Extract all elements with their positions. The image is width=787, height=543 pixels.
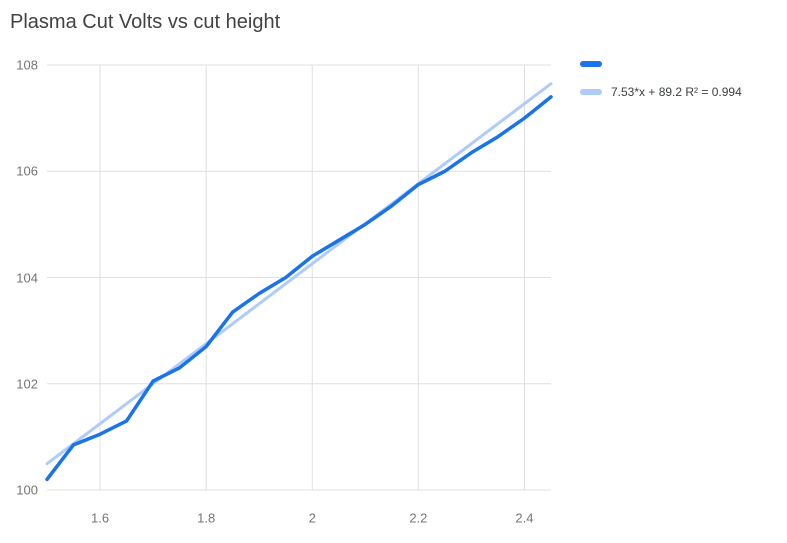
legend-swatch bbox=[580, 61, 602, 67]
legend: 7.53*x + 89.2 R² = 0.994 bbox=[580, 56, 742, 112]
legend-label: 7.53*x + 89.2 R² = 0.994 bbox=[611, 85, 742, 99]
series-line bbox=[45, 95, 553, 482]
chart-title: Plasma Cut Volts vs cut height bbox=[10, 11, 281, 33]
legend-item bbox=[580, 56, 742, 72]
y-tick-label: 106 bbox=[16, 163, 38, 179]
legend-item: 7.53*x + 89.2 R² = 0.994 bbox=[580, 84, 742, 100]
y-tick-label: 100 bbox=[16, 482, 38, 498]
y-tick-label: 108 bbox=[16, 57, 38, 73]
x-tick-label: 2.2 bbox=[409, 510, 428, 526]
legend-swatch bbox=[580, 89, 602, 95]
trendline bbox=[45, 82, 553, 466]
x-tick-label: 2.4 bbox=[515, 510, 534, 526]
y-tick-label: 104 bbox=[16, 270, 38, 285]
x-tick-label: 1.6 bbox=[91, 510, 110, 526]
x-tick-label: 2 bbox=[308, 510, 316, 526]
y-tick-label: 102 bbox=[16, 376, 38, 392]
x-tick-label: 1.8 bbox=[197, 510, 216, 526]
